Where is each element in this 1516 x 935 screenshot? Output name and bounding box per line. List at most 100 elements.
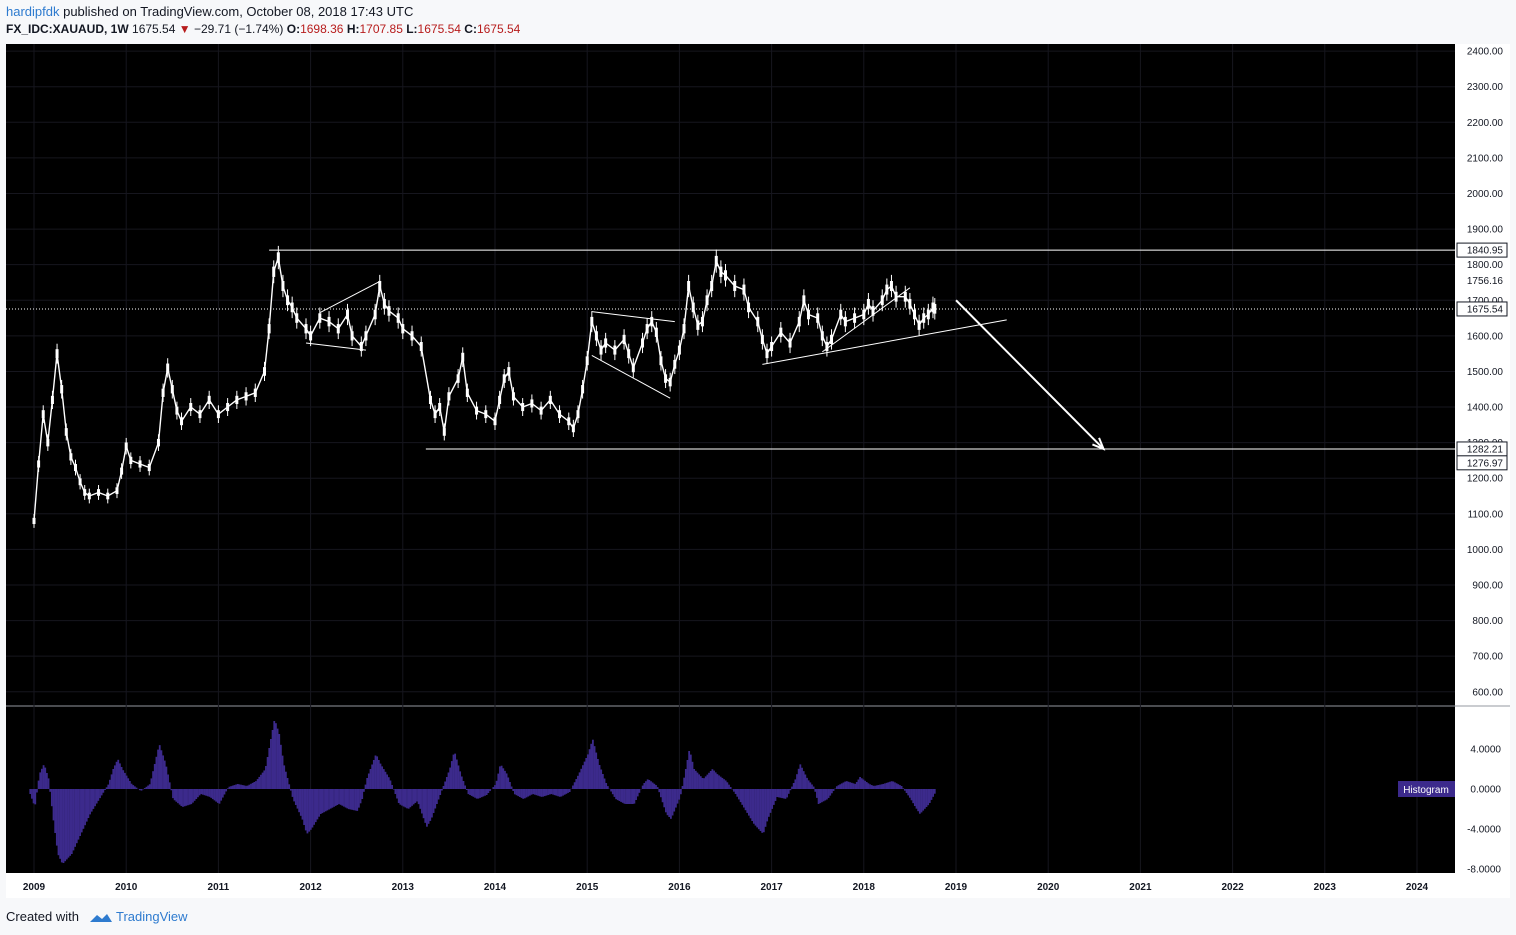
histogram-bar xyxy=(427,789,430,824)
histogram-bar xyxy=(532,789,535,795)
histogram-bar xyxy=(708,772,710,789)
histogram-bar xyxy=(41,768,43,789)
histogram-bar xyxy=(55,789,58,846)
candle-body xyxy=(502,374,506,383)
histogram-bar xyxy=(334,789,337,806)
histogram-bar xyxy=(168,782,171,789)
histogram-bar xyxy=(678,789,681,800)
histogram-bar xyxy=(411,789,413,806)
histogram-bar xyxy=(633,789,636,804)
histogram-bar xyxy=(545,789,548,796)
close-value: 1675.54 xyxy=(476,22,521,36)
histogram-bar xyxy=(208,789,211,797)
histogram-bar xyxy=(523,789,526,799)
candle-body xyxy=(263,367,266,376)
histogram-bar xyxy=(69,789,72,856)
candle-body xyxy=(696,320,700,330)
histogram-bar xyxy=(387,777,390,789)
candle-body xyxy=(428,395,432,405)
histogram-bar xyxy=(736,789,739,797)
histogram-bar xyxy=(509,782,511,789)
histogram-bar xyxy=(361,789,364,799)
histogram-bar xyxy=(44,767,47,789)
candle-body xyxy=(742,284,746,295)
histogram-bar xyxy=(432,789,435,813)
histogram-bar xyxy=(130,783,133,789)
candle-body xyxy=(267,324,271,334)
price-label: 1756.16 xyxy=(1467,276,1504,287)
candle-body xyxy=(198,410,202,419)
tradingview-link[interactable]: TradingView xyxy=(116,909,188,924)
histogram-bar xyxy=(774,789,777,801)
candle-body xyxy=(871,306,875,316)
histogram-bar xyxy=(683,777,686,789)
candle-body xyxy=(530,399,534,408)
histogram-bar xyxy=(844,781,847,789)
candle-body xyxy=(401,324,405,334)
histogram-bar xyxy=(618,789,621,801)
publish-info: hardipfdk published on TradingView.com, … xyxy=(6,4,413,19)
histogram-bar xyxy=(610,789,613,792)
histogram-bar xyxy=(416,789,418,802)
candle-body xyxy=(585,356,589,366)
histogram-bar xyxy=(253,782,256,789)
candle-body xyxy=(885,284,889,295)
histogram-bar xyxy=(188,789,191,805)
histogram-bar xyxy=(552,789,554,795)
histogram-bar xyxy=(198,789,201,796)
histogram-bar xyxy=(719,776,722,789)
candle-body xyxy=(244,392,248,401)
histogram-bar xyxy=(447,772,450,789)
time-tick-label: 2012 xyxy=(299,882,322,893)
histogram-bar xyxy=(452,754,455,789)
histogram-bar xyxy=(806,777,808,789)
histogram-bar xyxy=(582,765,584,789)
histogram-bar xyxy=(865,782,868,789)
histogram-bar xyxy=(326,789,329,811)
histogram-bar xyxy=(241,785,244,789)
candle-body xyxy=(700,316,704,327)
histogram-bar xyxy=(114,765,116,789)
candle-body xyxy=(765,349,769,359)
histogram-bar xyxy=(877,785,880,789)
histogram-bar xyxy=(187,789,189,806)
histogram-bar xyxy=(399,789,402,805)
histogram-bar xyxy=(376,756,379,789)
time-axis[interactable] xyxy=(6,873,1455,898)
histogram-bar xyxy=(907,789,910,796)
histogram-bar xyxy=(900,786,903,789)
candle-body xyxy=(668,377,672,387)
histogram-bar xyxy=(855,782,858,789)
candle-body xyxy=(304,324,308,334)
low-label: L: xyxy=(406,22,418,36)
candle-body xyxy=(724,270,727,281)
histogram-bar xyxy=(271,730,274,789)
histogram-bar xyxy=(824,789,827,801)
histogram-bar xyxy=(459,771,462,789)
histogram-bar xyxy=(431,789,433,818)
histogram-bar xyxy=(480,789,483,798)
price-tick-label: 700.00 xyxy=(1472,652,1503,663)
author-link[interactable]: hardipfdk xyxy=(6,4,60,19)
histogram-bar xyxy=(628,789,631,804)
candle-body xyxy=(866,298,870,309)
price-axis[interactable] xyxy=(1455,44,1510,898)
candle-body xyxy=(83,489,87,496)
histogram-bar xyxy=(557,789,559,797)
candle-body xyxy=(41,410,45,419)
histogram-bar xyxy=(316,789,319,820)
histogram-bar xyxy=(925,789,928,807)
histogram-bar xyxy=(172,789,174,799)
histogram-bar xyxy=(577,775,579,789)
histogram-bar xyxy=(59,789,62,859)
histogram-bar xyxy=(392,789,395,790)
histogram-bar xyxy=(804,774,807,789)
histogram-bar xyxy=(596,759,599,789)
histogram-bar xyxy=(394,789,397,794)
histogram-bar xyxy=(223,789,226,795)
histogram-bar xyxy=(231,785,234,789)
candle-body xyxy=(779,327,783,337)
histogram-bar xyxy=(565,789,568,794)
histogram-bar xyxy=(213,789,216,801)
